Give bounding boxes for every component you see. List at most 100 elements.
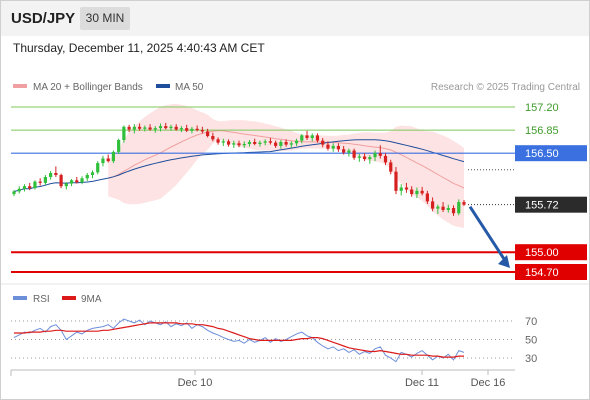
price-plot: 157.20 156.85 156.50 155.72 155.00 154.70: [11, 102, 587, 280]
candle-body: [28, 186, 32, 189]
ma50-legend-swatch: [156, 84, 170, 88]
last-price-tag: [515, 196, 587, 213]
candle-body: [200, 130, 204, 132]
support-tag: [515, 244, 587, 261]
candle-body: [352, 150, 356, 158]
candle-body: [263, 141, 267, 143]
support-label: 154.70: [525, 267, 559, 279]
candle-body: [415, 190, 419, 195]
x-axis: Dec 10 Dec 11 Dec 16: [10, 369, 515, 389]
rsi-legend-label: RSI: [33, 294, 50, 305]
x-tick-label: Dec 10: [178, 377, 213, 389]
candle-body: [284, 141, 288, 145]
candle-body: [117, 140, 121, 152]
ma20-legend-label: MA 20 + Bollinger Bands: [33, 82, 143, 93]
rsi-ma-legend-swatch: [62, 296, 76, 300]
candle-body: [12, 191, 16, 195]
candle-body: [80, 178, 84, 183]
candle-body: [420, 190, 424, 194]
candle-body: [33, 181, 37, 189]
candle-body: [221, 141, 225, 143]
candle-body: [122, 126, 126, 140]
candle-body: [232, 143, 236, 145]
candle-body: [389, 162, 393, 172]
rsi-tick-label: 50: [525, 335, 537, 347]
candle-body: [247, 141, 252, 144]
candle-body: [258, 142, 262, 144]
candle-body: [336, 145, 341, 150]
candle-body: [148, 127, 152, 130]
pivot-tag: [515, 145, 587, 162]
candle-body: [315, 135, 320, 141]
candle-body: [64, 183, 68, 187]
support-label: 155.00: [525, 247, 559, 259]
rsi-legend-swatch: [13, 296, 27, 300]
x-tick-label: Dec 11: [405, 377, 439, 389]
candle-body: [237, 143, 241, 146]
candle-body: [326, 144, 330, 149]
candle-body: [305, 135, 309, 139]
candle-body: [17, 188, 21, 192]
candle-body: [153, 128, 157, 130]
candle-body: [174, 126, 178, 130]
candle-body: [274, 142, 278, 146]
bollinger-band: [108, 104, 464, 228]
candle-body: [347, 150, 351, 153]
last-price-label: 155.72: [525, 200, 559, 212]
candle-body: [383, 155, 388, 163]
candle-body: [310, 135, 314, 139]
candle-body: [357, 156, 361, 158]
candle-body: [85, 174, 89, 179]
candle-body: [451, 207, 456, 214]
candle-body: [399, 187, 403, 191]
ma50-legend-label: MA 50: [175, 82, 204, 93]
candle-body: [321, 140, 325, 145]
candle-body: [294, 140, 299, 144]
support-tag: [515, 264, 587, 280]
candle-body: [373, 153, 377, 158]
candle-body: [211, 136, 215, 140]
x-tick-label: Dec 16: [471, 377, 506, 389]
candle-body: [242, 143, 246, 146]
main-legend: MA 20 + Bollinger Bands MA 50 Research ©…: [13, 82, 580, 93]
candle-body: [362, 156, 367, 160]
candle-body: [75, 180, 79, 183]
candle-body: [394, 171, 398, 191]
candle-body: [43, 176, 47, 183]
candle-body: [127, 126, 131, 130]
timeframe-button[interactable]: 30 MIN: [80, 7, 130, 30]
candle-body: [22, 186, 27, 189]
candle-body: [378, 153, 382, 156]
candle-body: [462, 202, 466, 205]
candle-body: [69, 180, 74, 184]
report-datetime: Thursday, December 11, 2025 4:40:43 AM C…: [13, 41, 265, 55]
candle-body: [38, 181, 42, 183]
candle-body: [268, 141, 272, 143]
candle-body: [216, 139, 220, 143]
rsi-legend: RSI 9MA: [13, 294, 102, 305]
credit-label: Research © 2025 Trading Central: [431, 82, 580, 93]
candle-body: [185, 128, 189, 131]
candle-body: [253, 141, 257, 144]
pivot-label: 156.50: [525, 148, 559, 160]
candle-body: [137, 126, 142, 129]
top-bar: USD/JPY 30 MIN: [0, 0, 590, 36]
candle-body: [101, 158, 105, 164]
candle-body: [164, 126, 168, 129]
candle-body: [457, 202, 461, 214]
candle-body: [431, 201, 435, 209]
candle-body: [289, 143, 293, 145]
rsi-ma-legend-label: 9MA: [81, 294, 102, 305]
candle-body: [54, 173, 58, 175]
forecast-arrow-head: [498, 255, 510, 268]
candle-body: [436, 206, 440, 209]
candle-body: [179, 128, 184, 130]
resistance-label: 156.85: [525, 125, 559, 137]
candle-body: [300, 135, 304, 141]
candle-body: [226, 141, 231, 145]
rsi-tick-label: 70: [525, 316, 537, 328]
candle-body: [195, 128, 199, 131]
rsi-ma-line: [14, 322, 464, 358]
candle-body: [49, 173, 53, 177]
